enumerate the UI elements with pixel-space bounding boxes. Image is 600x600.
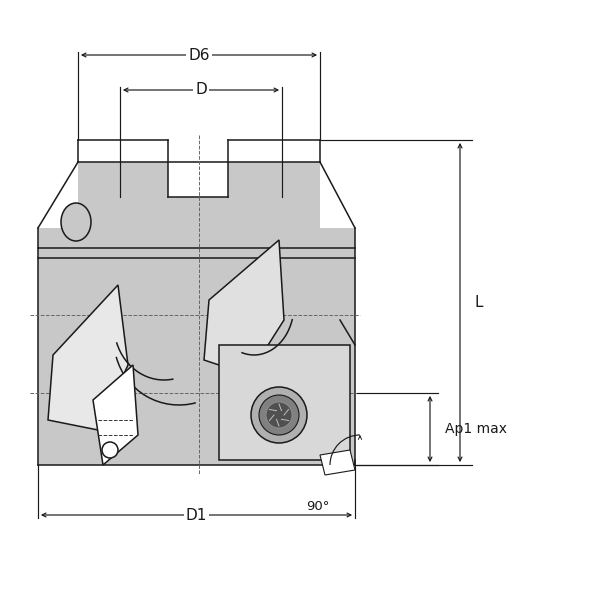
- Polygon shape: [320, 450, 355, 475]
- Polygon shape: [204, 240, 284, 375]
- Text: 90°: 90°: [307, 500, 329, 514]
- Text: L: L: [475, 295, 484, 310]
- Text: D1: D1: [186, 508, 207, 523]
- Circle shape: [102, 442, 118, 458]
- Bar: [219, 345, 350, 460]
- Circle shape: [266, 402, 292, 428]
- Polygon shape: [38, 162, 355, 465]
- Polygon shape: [48, 285, 128, 430]
- Circle shape: [68, 378, 102, 412]
- Circle shape: [259, 395, 299, 435]
- Text: D: D: [195, 82, 207, 97]
- Polygon shape: [93, 365, 138, 465]
- Ellipse shape: [61, 203, 91, 241]
- Circle shape: [251, 387, 307, 443]
- Text: D6: D6: [188, 47, 210, 62]
- Text: Ap1 max: Ap1 max: [445, 422, 507, 436]
